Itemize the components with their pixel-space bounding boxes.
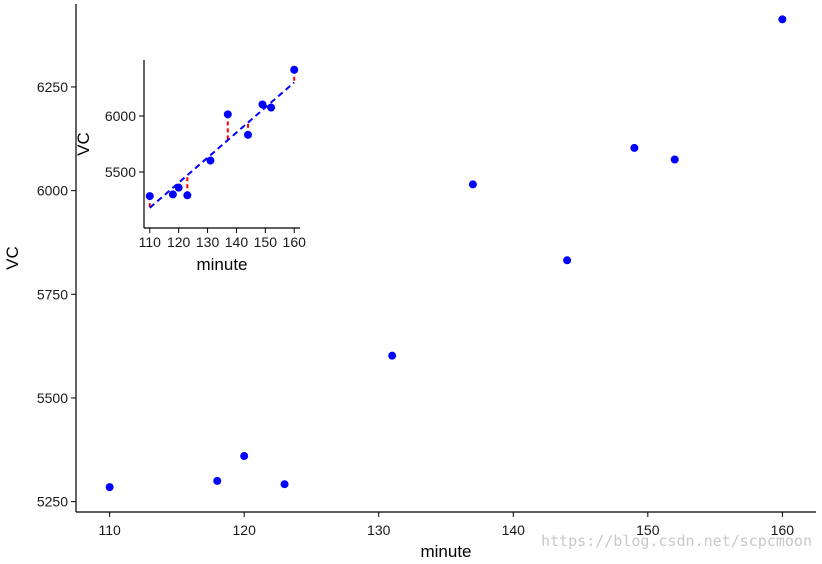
inset-data-point [244, 130, 252, 139]
main-data-point [388, 351, 397, 360]
inset-fit-line [149, 81, 295, 209]
inset-data-point [206, 156, 215, 165]
main-plot: 110 120 130 140 150 160 5250 5500 5750 6000 6250 mi… [3, 4, 816, 561]
main-x-tick-label: 120 [233, 522, 257, 538]
inset-data-point [258, 100, 267, 109]
main-y-tick-label: 5250 [37, 494, 68, 510]
main-data-point [280, 480, 289, 489]
inset-data-point [145, 192, 154, 201]
inset-data-point [290, 65, 299, 74]
inset-y-tick-label: 5500 [105, 164, 136, 180]
inset-y-axis-title: VC [74, 132, 93, 156]
main-x-tick-label: 140 [502, 522, 526, 538]
main-x-tick-label: 150 [636, 522, 660, 538]
main-data-point [670, 155, 679, 164]
main-data-point [240, 452, 249, 461]
inset-x-axis-title: minute [196, 255, 247, 274]
main-data-point [105, 483, 114, 492]
main-x-tick-label: 110 [98, 522, 121, 538]
inset-x-tick-label: 110 [139, 234, 162, 250]
main-y-tick-label: 6000 [37, 183, 68, 199]
inset-data-point [174, 183, 183, 192]
watermark-text: https://blog.csdn.net/scpcmoon [541, 532, 812, 550]
inset-data-point [267, 103, 276, 112]
main-y-tick-label: 6250 [37, 79, 68, 95]
main-x-axis-title: minute [420, 542, 471, 561]
inset-data-point [168, 190, 177, 199]
main-x-tick-label: 130 [367, 522, 391, 538]
main-data-point [563, 256, 572, 265]
inset-x-tick-label: 160 [283, 234, 307, 250]
main-data-point [468, 180, 477, 189]
main-data-point [630, 143, 639, 152]
main-y-tick-label: 5500 [37, 390, 68, 406]
inset-x-tick-label: 150 [254, 234, 278, 250]
main-x-tick-label: 160 [771, 522, 795, 538]
inset-y-tick-label: 6000 [105, 108, 136, 124]
main-data-point [778, 15, 787, 24]
inset-x-tick-label: 130 [196, 234, 220, 250]
main-data-point [213, 476, 222, 485]
main-y-axis-title: VC [3, 246, 22, 270]
main-y-tick-label: 5750 [37, 286, 68, 302]
inset-data-point [223, 110, 232, 119]
inset-x-tick-label: 140 [225, 234, 249, 250]
inset-data-point [183, 191, 192, 200]
inset-x-tick-label: 120 [167, 234, 191, 250]
inset-plot: 110 120 130 140 150 160 5500 6000 minute VC [74, 60, 306, 274]
